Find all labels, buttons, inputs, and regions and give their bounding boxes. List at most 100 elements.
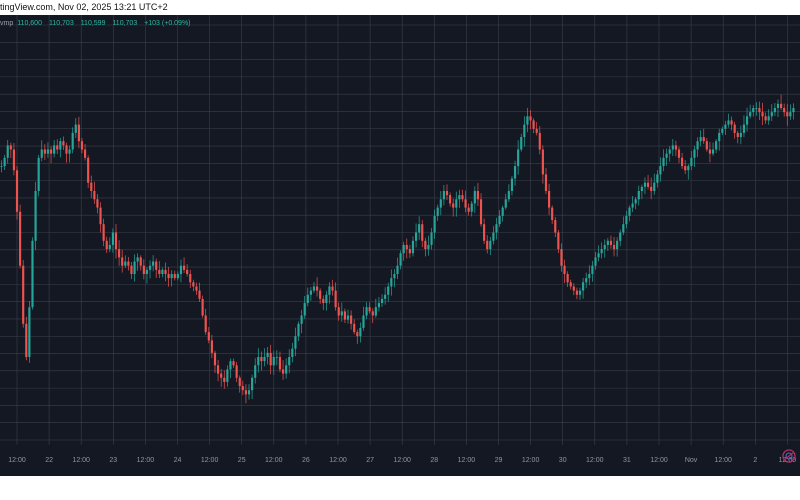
candlestick [319, 288, 322, 304]
candlestick [362, 306, 365, 331]
candlestick [306, 287, 309, 307]
candlestick [179, 259, 183, 283]
candlestick [414, 223, 418, 248]
candlestick [501, 205, 504, 222]
candlestick [80, 138, 84, 154]
candlestick [182, 257, 186, 274]
candlestick [640, 184, 643, 199]
candlestick [773, 103, 776, 117]
candlestick [563, 259, 566, 284]
candlestick [588, 265, 591, 286]
candlestick [37, 154, 40, 197]
candlestick [702, 128, 705, 144]
candlestick [340, 302, 343, 322]
candlestick [483, 218, 486, 245]
x-tick-label: 12:00 [522, 457, 540, 464]
candlestick [749, 104, 752, 119]
candlestick [554, 217, 557, 238]
candlestick [353, 319, 356, 335]
x-tick-label: 25 [238, 457, 246, 464]
candlestick [83, 144, 87, 161]
candlestick [662, 149, 665, 172]
candlestick [346, 309, 350, 324]
candlestick [699, 130, 702, 147]
candlestick [210, 334, 213, 359]
candlestick [541, 145, 544, 184]
candlestick [418, 216, 421, 240]
candlestick [758, 101, 761, 120]
grid-layer [0, 15, 800, 445]
symbol-label: vmp [0, 20, 14, 27]
candlestick [161, 267, 164, 278]
candlestick [572, 283, 575, 296]
candlestick [711, 142, 715, 156]
candlestick [520, 133, 523, 152]
candlestick [665, 148, 668, 166]
candlestick [77, 116, 80, 149]
candlestick [260, 351, 263, 371]
chart-source-header: tingView.com, Nov 02, 2025 13:21 UTC+2 [0, 0, 800, 15]
candlestick [170, 270, 173, 287]
x-tick-label: 12:00 [714, 457, 732, 464]
candlestick [569, 279, 572, 290]
candlestick [127, 257, 130, 271]
candlestick [761, 102, 764, 126]
candlestick [510, 175, 514, 196]
candlestick [736, 130, 739, 144]
candlestick [34, 181, 37, 251]
candlestick [609, 235, 613, 249]
candlestick [158, 261, 161, 279]
chart-panel[interactable]: 12:00 22 12:00 23 12:00 24 12:00 25 12:00 26 12:00… [0, 15, 800, 476]
candlestick [742, 115, 746, 138]
candlestick [164, 262, 167, 282]
candlestick [733, 121, 736, 139]
high-value: 110,703 [48, 20, 74, 27]
x-tick-label: 2 [753, 457, 757, 464]
candlestick [229, 358, 232, 379]
candlestick [68, 145, 71, 163]
change-value: +103 (+0.09%) [144, 20, 191, 27]
candlestick [9, 142, 12, 159]
candlestick [470, 200, 473, 217]
candlestick [430, 227, 433, 250]
candlestick [495, 217, 498, 240]
candlestick [479, 193, 483, 227]
candlestick [102, 218, 105, 247]
candlestick [133, 254, 136, 282]
candlestick [650, 177, 653, 200]
candlestick [687, 163, 690, 180]
candlestick [93, 181, 96, 204]
candle-layer [0, 94, 795, 404]
x-tick-label: Nov [685, 457, 698, 464]
candlestick [303, 296, 306, 319]
candlestick [300, 309, 303, 334]
candlestick [656, 170, 659, 188]
candlestick [622, 216, 625, 236]
candlestick [377, 296, 381, 312]
candlestick [547, 183, 551, 215]
candlestick [322, 295, 325, 311]
candlestick [458, 189, 461, 208]
candlestick [467, 203, 470, 216]
x-tick-label: 24 [174, 457, 182, 464]
candlestick [244, 384, 248, 404]
candlestick [272, 350, 275, 375]
price-chart[interactable]: 12:00 22 12:00 23 12:00 24 12:00 25 12:00 26 12:00… [0, 15, 800, 476]
candlestick [566, 271, 569, 288]
candlestick [532, 118, 535, 134]
candlestick [770, 104, 773, 121]
candlestick [46, 142, 50, 158]
candlestick [442, 184, 445, 206]
candlestick [634, 197, 637, 210]
candlestick [764, 112, 767, 124]
candlestick [6, 139, 9, 164]
candlestick [235, 361, 238, 383]
candlestick [43, 144, 46, 160]
x-tick-label: 26 [302, 457, 310, 464]
tradingview-logo-icon [782, 449, 796, 463]
candlestick [523, 116, 526, 147]
candlestick [325, 290, 328, 311]
candlestick [708, 141, 712, 163]
candlestick [517, 140, 520, 175]
candlestick [241, 380, 244, 396]
